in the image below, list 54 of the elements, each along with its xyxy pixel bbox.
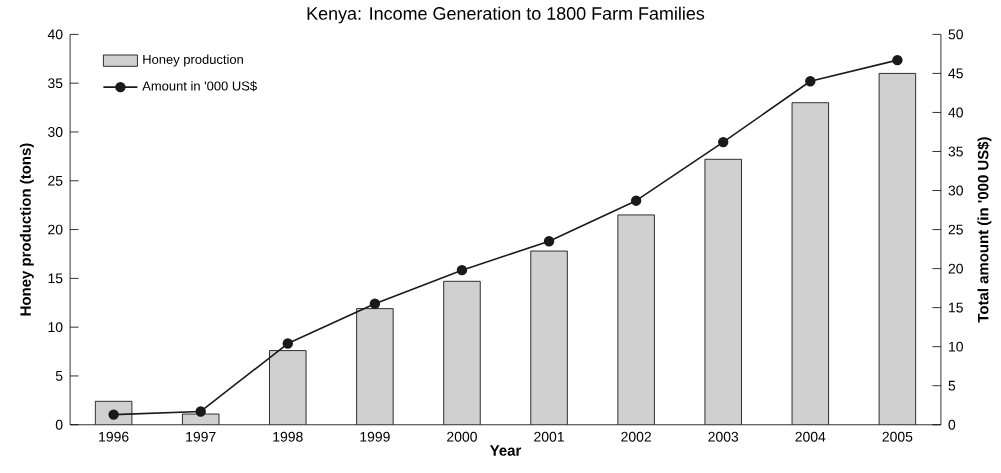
y-tick-label: 35 xyxy=(48,78,63,89)
x-tick-label: 1999 xyxy=(360,431,390,442)
x-tick-label: 2005 xyxy=(882,431,913,442)
x-axis-title: Year xyxy=(489,445,522,456)
bar xyxy=(878,73,917,425)
y-tick-label: 30 xyxy=(48,127,63,137)
y-tick-label: 10 xyxy=(48,322,63,333)
y2-tick-label: 40 xyxy=(948,107,963,118)
x-tick-label: 2002 xyxy=(621,431,651,442)
y-tick-label: 40 xyxy=(47,29,63,40)
y-tick-label: 0 xyxy=(55,419,63,430)
point xyxy=(630,195,642,206)
bar xyxy=(356,308,394,425)
point xyxy=(456,265,468,276)
x-tick-label: 2003 xyxy=(708,431,739,442)
point xyxy=(805,76,816,87)
y2-tick-label: 20 xyxy=(948,263,963,274)
x-tick-label: 2001 xyxy=(534,431,564,442)
x-tick-label: 2000 xyxy=(447,431,477,442)
x-tick-label: 1997 xyxy=(186,431,216,442)
x-tick-label: 1996 xyxy=(99,431,129,442)
y2-tick-label: 50 xyxy=(948,29,963,40)
point xyxy=(543,236,555,247)
point xyxy=(195,406,206,417)
bar xyxy=(704,158,742,425)
x-tick-label: 1998 xyxy=(273,431,303,442)
y-tick-label: 20 xyxy=(48,224,63,235)
y-axis-title: Honey production (tons) xyxy=(19,143,34,316)
y2-tick-label: 15 xyxy=(949,302,963,313)
y2-tick-label: 30 xyxy=(948,185,963,196)
point xyxy=(892,55,903,66)
legend-label: Honey production xyxy=(143,54,243,67)
bar xyxy=(617,214,655,425)
y-tick-label: 15 xyxy=(48,273,63,284)
bar xyxy=(443,280,481,425)
y2-tick-label: 0 xyxy=(948,419,956,430)
y2-tick-label: 10 xyxy=(949,341,963,352)
x-tick-label: 2004 xyxy=(795,431,826,442)
y-tick-label: 25 xyxy=(48,175,63,186)
y2-tick-label: 45 xyxy=(948,68,963,79)
y-tick-label: 5 xyxy=(55,371,63,381)
point xyxy=(369,298,381,310)
point xyxy=(282,338,293,349)
y2-tick-label: 35 xyxy=(948,146,963,157)
y2-axis-title: Total amount (in '000 US$) xyxy=(977,137,992,323)
bar xyxy=(530,250,568,425)
bar xyxy=(269,350,307,425)
y2-tick-label: 25 xyxy=(948,224,963,235)
bar xyxy=(791,102,829,425)
legend-label: Amount in '000 US$ xyxy=(142,80,257,92)
bar xyxy=(182,413,220,425)
chart-title: Kenya: Income Generation to 1800 Farm Families xyxy=(307,6,705,24)
y2-tick-label: 5 xyxy=(948,380,956,391)
point xyxy=(718,137,729,148)
